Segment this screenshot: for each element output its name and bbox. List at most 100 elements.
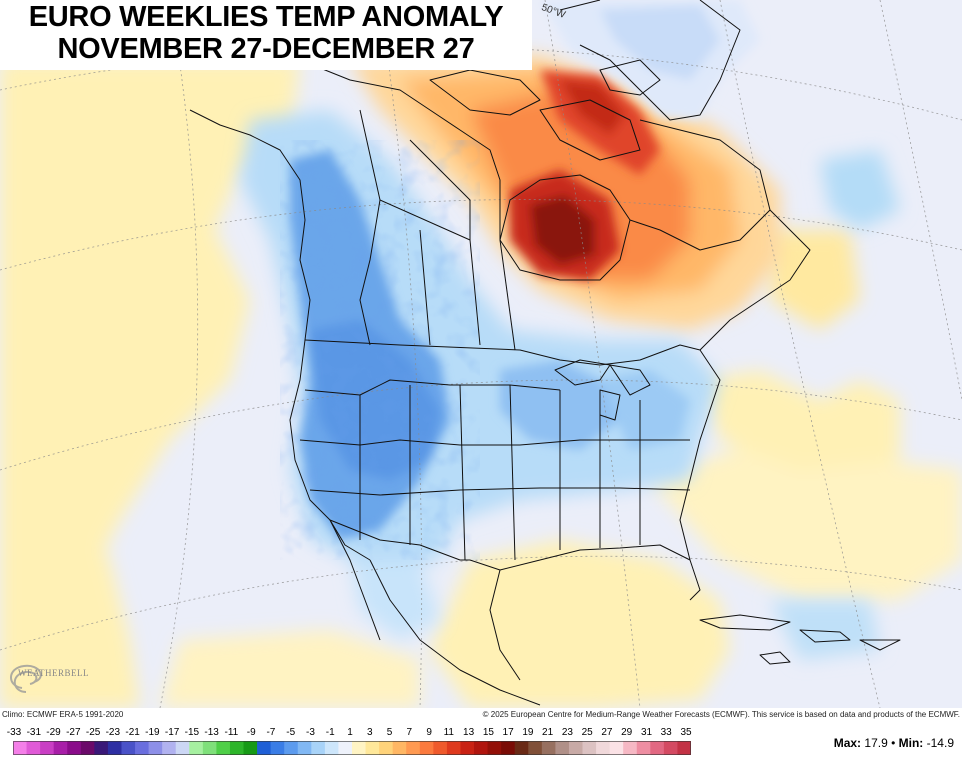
legend-tick-label: 23 xyxy=(561,727,573,738)
scale-swatch xyxy=(13,741,28,755)
legend-tick-label: 17 xyxy=(502,727,514,738)
copyright-text: © 2025 European Centre for Medium-Range … xyxy=(482,710,960,719)
scale-swatch xyxy=(243,741,258,755)
strong-warm-anomaly-core xyxy=(510,70,660,280)
scale-swatch xyxy=(582,741,597,755)
climo-text: Climo: ECMWF ERA-5 1991-2020 xyxy=(2,710,124,719)
legend-tick-label: 3 xyxy=(367,727,373,738)
scale-swatch xyxy=(338,741,353,755)
legend-tick-label: -11 xyxy=(224,727,239,738)
scale-swatch xyxy=(229,741,245,755)
scale-swatch xyxy=(67,741,82,755)
scale-swatch xyxy=(189,741,204,755)
max-min-readout: Max: 17.9 • Min: -14.9 xyxy=(834,736,954,750)
scale-swatch xyxy=(663,741,678,755)
scale-swatch xyxy=(257,741,272,755)
scale-swatch xyxy=(352,741,367,755)
color-scale xyxy=(13,741,691,755)
scale-swatch xyxy=(379,741,394,755)
scale-swatch xyxy=(636,741,651,755)
legend-tick-label: -7 xyxy=(266,727,276,738)
separator: • xyxy=(891,736,896,750)
scale-swatch xyxy=(94,741,109,755)
scale-swatch xyxy=(609,741,624,755)
scale-swatch xyxy=(487,741,502,755)
scale-swatch xyxy=(284,741,299,755)
scale-swatch xyxy=(53,741,68,755)
scale-swatch xyxy=(297,741,312,755)
max-value: 17.9 xyxy=(864,736,888,750)
legend-tick-label: -15 xyxy=(184,727,200,738)
legend-tick-label: -3 xyxy=(306,727,315,738)
weak-warm-anomaly-field xyxy=(0,60,962,708)
scale-swatch xyxy=(107,741,122,755)
scale-swatch xyxy=(216,741,231,755)
scale-swatch xyxy=(528,741,543,755)
scale-swatch xyxy=(121,741,136,755)
legend-tick-label: -5 xyxy=(286,727,296,738)
scale-swatch xyxy=(501,741,516,755)
map-title-line-1: EURO WEEKLIES TEMP ANOMALY xyxy=(28,1,504,33)
legend-tick-label: 29 xyxy=(621,727,633,738)
legend-tick-label: 15 xyxy=(482,727,494,738)
legend-tick-label: -9 xyxy=(246,727,256,738)
scale-swatch xyxy=(40,741,55,755)
scale-swatch xyxy=(270,741,285,755)
legend-tick-label: 9 xyxy=(426,727,432,738)
legend-tick-label: -27 xyxy=(66,727,81,738)
legend-tick-label: 31 xyxy=(640,727,653,738)
scale-swatch xyxy=(175,741,190,755)
legend-tick-label: 1 xyxy=(347,727,353,738)
temperature-anomaly-map xyxy=(0,0,962,708)
scale-swatch xyxy=(26,741,41,755)
legend-tick-label: -29 xyxy=(46,727,61,738)
legend-tick-label: -1 xyxy=(325,727,335,738)
scale-swatch xyxy=(365,741,380,755)
legend-tick-label: -23 xyxy=(105,727,121,738)
weatherbell-logo xyxy=(10,664,42,693)
legend-tick-label: -17 xyxy=(164,727,180,738)
scale-swatch xyxy=(650,741,665,755)
scale-swatch xyxy=(135,741,150,755)
scale-border xyxy=(13,741,691,755)
scale-swatch xyxy=(202,741,217,755)
legend-tick-label: -33 xyxy=(6,727,22,738)
greenland-field xyxy=(540,0,760,120)
legend-tick-labels: -33 -31 -29 -27 -25 -23 -21 -19 -17 -15 -13 -11 -9 -7… xyxy=(2,727,692,739)
legend-tick-label: 19 xyxy=(522,727,534,738)
scale-swatch xyxy=(623,741,638,755)
legend-tick-label: 5 xyxy=(386,727,393,738)
legend-tick-label: 11 xyxy=(443,727,454,738)
scale-swatch xyxy=(474,741,489,755)
weatherbell-logo-text: WEATHERBELL xyxy=(18,668,89,678)
scale-swatch xyxy=(311,741,326,755)
scale-swatch xyxy=(446,741,461,755)
scale-swatch xyxy=(324,741,339,755)
credits-bar: Climo: ECMWF ERA-5 1991-2020 © 2025 Euro… xyxy=(0,708,962,724)
min-label: Min: xyxy=(898,736,924,750)
graticule xyxy=(0,0,962,708)
legend-tick-label: -19 xyxy=(145,727,160,738)
title-box: EURO WEEKLIES TEMP ANOMALY NOVEMBER 27-D… xyxy=(0,0,532,70)
scale-swatch xyxy=(460,741,475,755)
scale-swatch xyxy=(406,741,421,755)
legend-tick-label: -25 xyxy=(85,727,101,738)
scale-swatch xyxy=(433,741,448,755)
map-title-line-2: NOVEMBER 27-DECEMBER 27 xyxy=(57,33,475,65)
legend-tick-label: 7 xyxy=(406,727,413,738)
legend-tick-label: 13 xyxy=(463,727,475,738)
scale-swatch xyxy=(541,741,556,755)
legend-tick-label: 25 xyxy=(581,727,593,738)
min-value: -14.9 xyxy=(926,736,954,750)
legend-tick-label: -21 xyxy=(125,727,140,738)
scale-swatch xyxy=(392,741,407,755)
scale-swatch xyxy=(148,741,163,755)
scale-swatch xyxy=(568,741,584,755)
scale-swatch xyxy=(162,741,177,755)
legend-tick-label: -31 xyxy=(26,727,42,738)
legend-tick-label: 33 xyxy=(660,727,672,738)
scale-swatch xyxy=(555,741,570,755)
scale-swatch xyxy=(419,741,434,755)
legend-tick-label: 27 xyxy=(601,727,613,738)
legend-tick-label: 35 xyxy=(680,727,692,738)
